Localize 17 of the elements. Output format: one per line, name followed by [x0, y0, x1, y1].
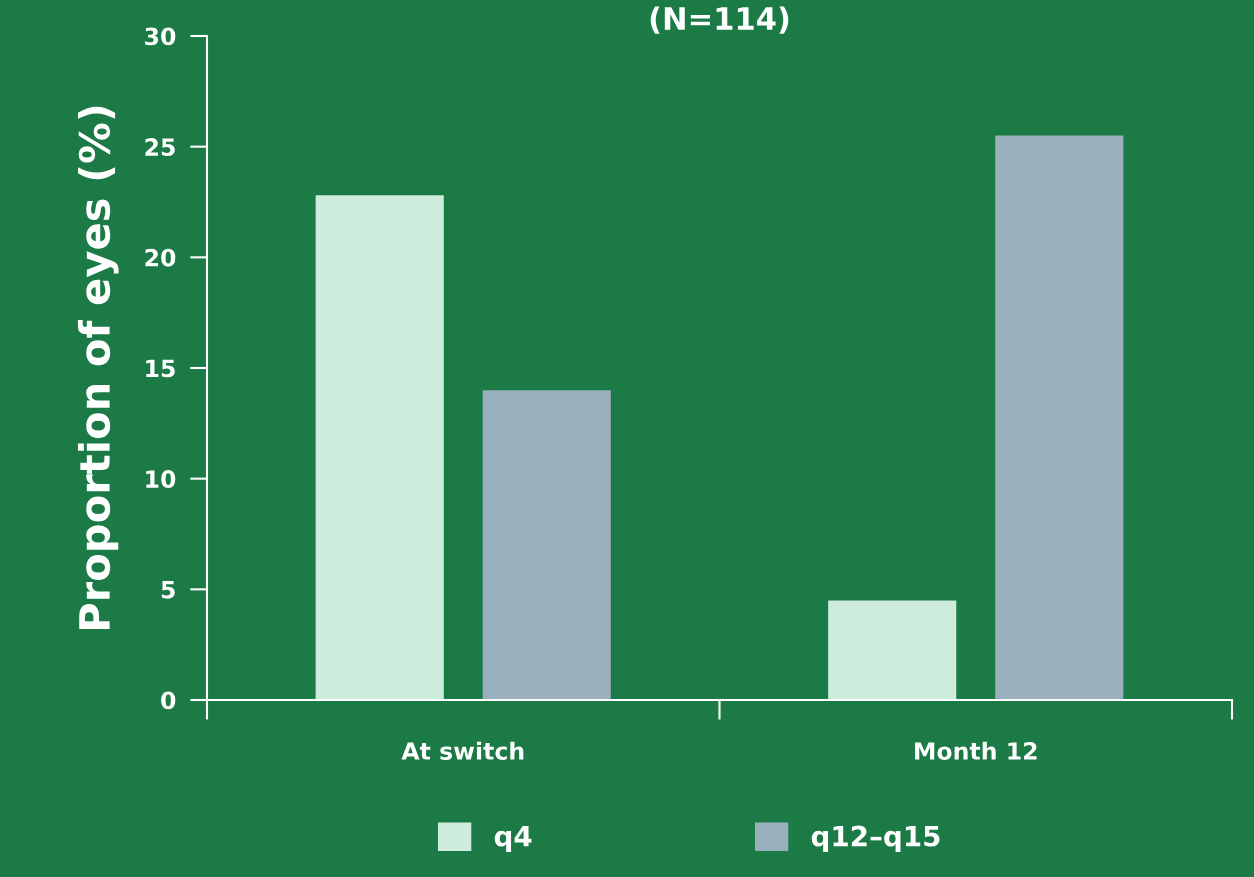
legend-label: q4 [494, 825, 532, 852]
y-tick-label: 5 [161, 581, 175, 599]
x-tick-label: Month 12 [915, 741, 1037, 760]
chart-title: (N=114) [650, 6, 789, 34]
y-tick-label: 10 [146, 470, 176, 488]
y-tick-label: 30 [145, 27, 176, 46]
bar [828, 600, 957, 700]
y-tick-label: 20 [145, 248, 176, 267]
y-axis-title: Proportion of eyes (%) [77, 106, 119, 630]
y-tick-label: 15 [146, 359, 175, 378]
legend-label: q12–q15 [811, 825, 940, 852]
y-tick-label: 25 [145, 138, 175, 156]
bar [482, 390, 611, 700]
x-tick-label: At switch [401, 741, 524, 760]
bar [315, 195, 444, 700]
y-tick-label: 0 [161, 691, 176, 710]
bar [995, 135, 1124, 700]
